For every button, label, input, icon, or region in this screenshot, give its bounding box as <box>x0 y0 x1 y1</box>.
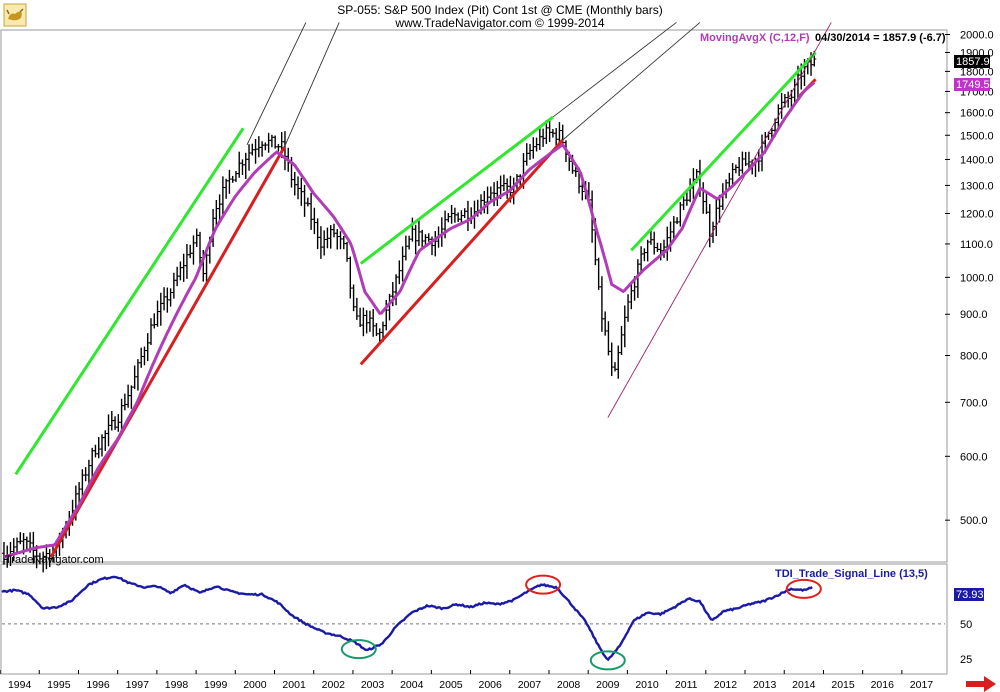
x-tick-label: 2004 <box>400 679 424 691</box>
trend-line <box>49 146 286 558</box>
x-tick-label: 2001 <box>282 679 306 691</box>
y-tick-label: 2000.0 <box>960 29 994 41</box>
bull-logo-icon[interactable] <box>3 3 27 27</box>
indicator-y-tick-label: 25 <box>960 654 972 666</box>
y-tick-label: 700.0 <box>960 397 988 409</box>
last-close-badge <box>954 55 990 68</box>
chart-subtitle: www.TradeNavigator.com © 1999-2014 <box>394 16 604 30</box>
y-tick-label: 1500.0 <box>960 130 994 142</box>
x-tick-label: 2010 <box>635 679 659 691</box>
x-tick-label: 1996 <box>86 679 110 691</box>
price-readout: 04/30/2014 = 1857.9 (-6.7) <box>815 32 946 44</box>
y-tick-label: 1800.0 <box>960 66 994 78</box>
trend-line <box>359 115 554 265</box>
axes: 500.0 600.0 700.0 800.0 900.0 1000.0 1100.0 120… <box>0 29 994 691</box>
x-tick-label: 2012 <box>714 679 738 691</box>
y-tick-label: 1100.0 <box>960 239 993 251</box>
trend-line <box>14 127 245 476</box>
projection-line <box>562 22 701 141</box>
price-pane <box>1 22 832 573</box>
x-tick-label: 2016 <box>871 679 895 691</box>
scroll-right-arrow-icon[interactable] <box>966 676 996 692</box>
x-tick-label: 2009 <box>596 679 620 691</box>
x-tick-label: 1999 <box>204 679 228 691</box>
x-tick-label: 2007 <box>518 679 542 691</box>
x-tick-label: 2005 <box>439 679 463 691</box>
x-tick-label: 2015 <box>831 679 855 691</box>
x-tick-label: 2011 <box>675 679 698 691</box>
x-tick-label: 2000 <box>243 679 267 691</box>
y-tick-label: 600.0 <box>960 451 988 463</box>
indicator-pane-frame <box>0 563 948 675</box>
x-tick-label: 1995 <box>47 679 71 691</box>
y-tick-label: 800.0 <box>960 351 988 363</box>
price-pane-frame <box>0 29 948 563</box>
indicator-y-tick-label: 50 <box>960 619 972 631</box>
x-tick-label: 2017 <box>910 679 934 691</box>
y-tick-label: 1300.0 <box>960 180 994 192</box>
x-tick-label: 2014 <box>792 679 816 691</box>
last-close-value: 1857.9 <box>956 56 990 68</box>
highlight-circle <box>525 574 562 595</box>
y-tick-label: 1600.0 <box>960 108 994 120</box>
highlight-circle <box>589 650 626 671</box>
y-tick-label: 900.0 <box>960 309 988 321</box>
ma-value: 1749.5 <box>956 79 990 91</box>
x-tick-label: 1998 <box>165 679 189 691</box>
y-tick-label: 1400.0 <box>960 154 994 166</box>
x-tick-label: 2008 <box>557 679 581 691</box>
y-tick-label: 1200.0 <box>960 208 994 220</box>
x-tick-label: 2013 <box>753 679 777 691</box>
x-tick-label: 2006 <box>478 679 502 691</box>
x-tick-label: 2003 <box>361 679 385 691</box>
y-tick-label: 1000.0 <box>960 272 994 284</box>
moving-average-line <box>3 81 816 559</box>
indicator-pane <box>1 574 945 671</box>
x-tick-label: 1994 <box>8 679 32 691</box>
ma-legend: MovingAvgX (C,12,F) <box>700 32 810 44</box>
highlight-circle <box>785 578 822 599</box>
projection-line <box>283 22 340 148</box>
watermark: TradeNavigator.com <box>5 554 104 566</box>
trend-line <box>630 51 817 252</box>
indicator-legend: TDI_Trade_Signal_Line (13,5) <box>775 568 928 580</box>
projection-line <box>607 22 832 418</box>
projection-line <box>246 22 307 145</box>
trend-line <box>359 138 564 366</box>
highlight-circle <box>340 639 377 660</box>
projection-line <box>552 22 677 118</box>
chart-title: SP-055: S&P 500 Index (Pit) Cont 1st @ C… <box>337 3 662 17</box>
x-tick-label: 2002 <box>322 679 346 691</box>
ma-value-badge <box>954 78 990 91</box>
indicator-value: 73.93 <box>956 589 984 601</box>
tdi-signal-line <box>1 575 813 662</box>
x-tick-label: 1997 <box>126 679 150 691</box>
indicator-value-badge <box>954 588 984 601</box>
y-tick-label: 500.0 <box>960 515 988 527</box>
